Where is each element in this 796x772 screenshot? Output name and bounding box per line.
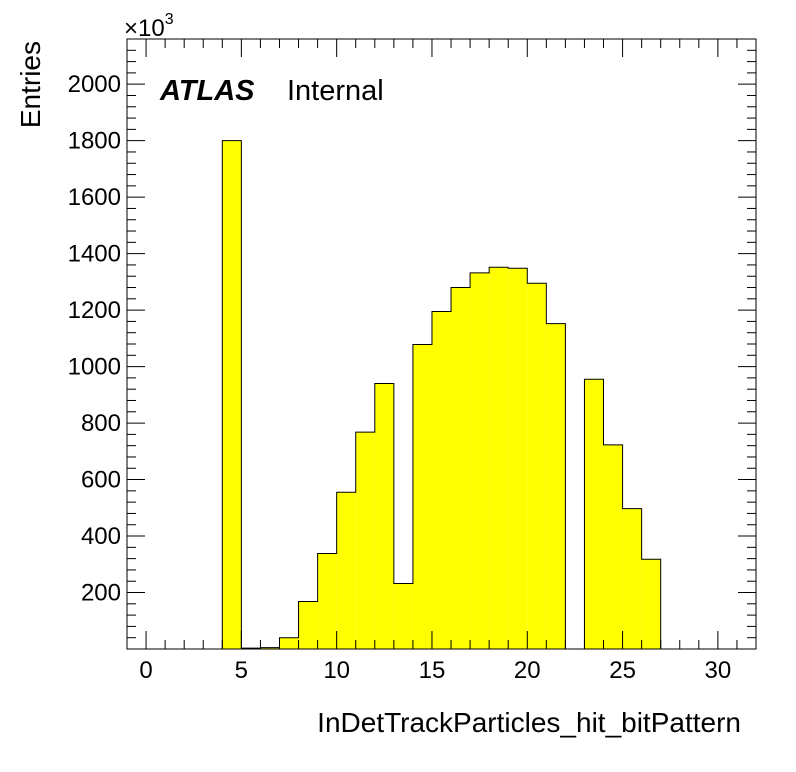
x-tick-label: 20 [514,657,541,684]
y-tick-label: 600 [81,467,121,494]
atlas-label: ATLAS [159,75,255,107]
y-axis-title: Entries [15,41,46,128]
histogram-bar [508,268,528,649]
y-tick-label: 1400 [68,241,121,268]
x-tick-label: 15 [419,657,446,684]
histogram-bar [336,492,356,649]
y-tick-label: 1200 [68,297,121,324]
y-multiplier-exponent: 3 [165,11,174,28]
histogram-bar [393,583,413,649]
y-tick-label: 2000 [68,71,121,98]
y-multiplier: ×103 [124,11,174,42]
histogram-bar [279,637,299,649]
histogram-bar [470,272,490,649]
histogram-bar [260,647,280,649]
histogram-bar [451,287,471,649]
histogram-bar [603,444,623,649]
y-tick-label: 200 [81,580,121,607]
histogram-bar [298,601,318,649]
histogram-bar [641,559,661,649]
y-tick-label: 800 [81,410,121,437]
y-tick-label: 1000 [68,354,121,381]
histogram-bar [317,553,337,649]
histogram-bar [489,267,509,649]
histogram-bar [527,283,547,649]
plot-frame [126,38,757,650]
histogram-bar [546,323,566,649]
histogram-bar [222,140,242,650]
x-axis-title: InDetTrackParticles_hit_bitPattern [317,707,741,738]
histogram-bar [431,311,452,649]
internal-label: Internal [287,75,384,107]
x-tick-label: 30 [705,657,732,684]
histogram-bar [355,432,375,649]
y-tick-label: 1800 [68,128,121,155]
x-tick-label: 0 [139,657,152,684]
x-tick-label: 10 [323,657,350,684]
y-tick-label: 1600 [68,184,121,211]
bars-layer [221,140,662,650]
ticks-layer: 0 5 10 15 20 25 30 200 400 600 800 1000 1200 1400 1600… [68,38,757,684]
histogram-bar [584,379,604,649]
x-tick-label: 5 [235,657,248,684]
y-multiplier-base: ×10 [124,15,165,42]
x-tick-label: 25 [609,657,636,684]
y-tick-label: 400 [81,523,121,550]
histogram-outline [221,140,662,650]
histogram-bar [412,344,432,649]
histogram-bar [622,508,642,649]
histogram-bar [374,383,394,649]
